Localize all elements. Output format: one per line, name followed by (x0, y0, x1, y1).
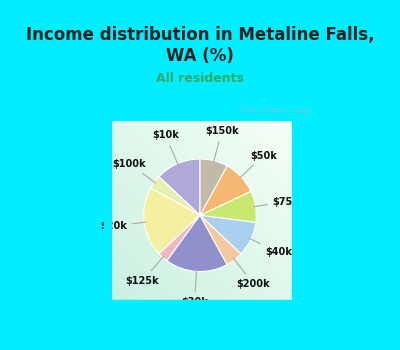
Text: $100k: $100k (113, 159, 156, 183)
Text: $50k: $50k (240, 150, 277, 178)
Text: $150k: $150k (205, 126, 238, 162)
Text: $30k: $30k (181, 270, 208, 307)
Text: $125k: $125k (126, 256, 164, 286)
Wedge shape (144, 188, 200, 254)
Bar (108, 117, 296, 304)
Text: All residents: All residents (156, 72, 244, 85)
Text: $10k: $10k (152, 130, 179, 165)
Wedge shape (167, 215, 227, 272)
Wedge shape (200, 191, 256, 222)
Wedge shape (200, 166, 251, 215)
Text: $75k: $75k (254, 197, 300, 207)
Text: $40k: $40k (249, 238, 292, 257)
Text: Income distribution in Metaline Falls,
WA (%): Income distribution in Metaline Falls, W… (26, 27, 374, 65)
Wedge shape (151, 177, 200, 215)
Wedge shape (200, 215, 241, 265)
Wedge shape (200, 215, 256, 254)
Wedge shape (159, 215, 200, 261)
Wedge shape (200, 159, 227, 215)
Wedge shape (159, 159, 200, 215)
Text: $200k: $200k (234, 258, 270, 289)
Text: $20k: $20k (100, 221, 146, 231)
Text: City-Data.com: City-Data.com (238, 107, 310, 117)
